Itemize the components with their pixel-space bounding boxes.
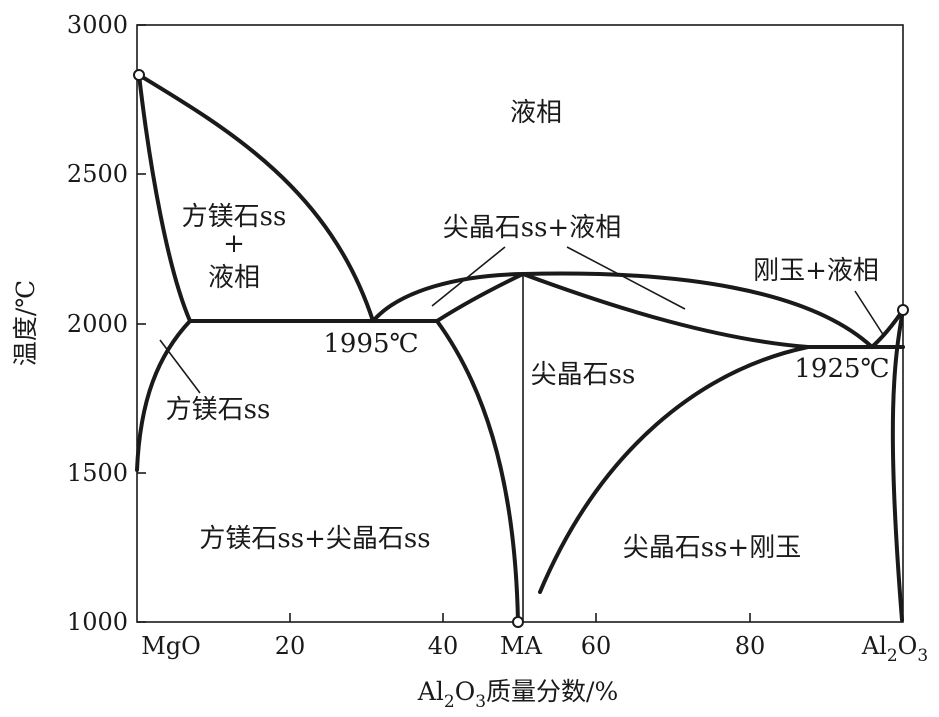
leader-periclase-ss	[159, 339, 201, 394]
spinel-solvus-left	[435, 319, 520, 624]
mgo-liquidus-curve	[137, 73, 375, 323]
spinel-solidus-left	[435, 272, 525, 323]
x-tick-label: 80	[735, 632, 766, 660]
y-tick-label: 1500	[67, 459, 128, 487]
x-axis: MgO 20 40 MA 60 80 Al2O3	[141, 613, 928, 666]
leader-spinel-liquid-right	[566, 246, 686, 310]
region-spinel-ss: 尖晶石ss	[531, 360, 636, 390]
al2o3-melting-point	[897, 304, 909, 316]
y-axis-title: 温度/℃	[11, 280, 40, 366]
eutectic-label-1925: 1925℃	[794, 354, 889, 384]
x-tick-label: 20	[275, 632, 306, 660]
ma-composition-point	[512, 616, 524, 628]
x-tick-label: 60	[581, 632, 612, 660]
y-tick-label: 3000	[67, 11, 128, 39]
region-periclase-liquid-line3: 液相	[208, 263, 260, 293]
region-spinel-corundum: 尖晶石ss+刚玉	[623, 533, 801, 563]
x-end-label: Al2O3	[861, 632, 928, 666]
region-corundum-liquid: 刚玉+液相	[753, 256, 879, 286]
x-axis-title: Al2O3质量分数/%	[417, 677, 618, 712]
spinel-liquidus-right	[521, 271, 874, 349]
mgo-melting-point	[133, 69, 145, 81]
region-periclase-ss: 方镁石ss	[166, 395, 271, 425]
phase-boundaries	[135, 73, 905, 624]
region-spinel-liquid: 尖晶石ss+液相	[443, 213, 621, 243]
y-tick-label: 1000	[67, 608, 128, 636]
x-tick-label: MA	[500, 632, 543, 660]
region-periclase-liquid-line2: +	[223, 229, 245, 259]
y-tick-label: 2000	[67, 310, 128, 338]
y-tick-label: 2500	[67, 160, 128, 188]
x-tick-label: 40	[428, 632, 459, 660]
spinel-solvus-right	[538, 345, 810, 594]
leader-lines	[159, 246, 885, 394]
y-axis: 3000 2500 2000 1500 1000	[67, 11, 146, 636]
mgo-solidus-curve	[137, 73, 192, 323]
leader-corundum-liquid	[854, 290, 885, 337]
leader-spinel-liquid-left	[431, 246, 506, 307]
eutectic-label-1995: 1995℃	[323, 329, 418, 359]
al2o3-solidus-curve	[890, 308, 905, 622]
region-periclase-spinel: 方镁石ss+尖晶石ss	[199, 524, 430, 554]
spinel-solidus-right	[521, 272, 810, 349]
region-liquid: 液相	[510, 98, 562, 128]
x-tick-label: MgO	[141, 632, 201, 660]
periclase-solvus-curve	[135, 319, 192, 472]
region-periclase-liquid-line1: 方镁石ss	[182, 202, 287, 232]
spinel-liquidus-left	[371, 272, 525, 323]
